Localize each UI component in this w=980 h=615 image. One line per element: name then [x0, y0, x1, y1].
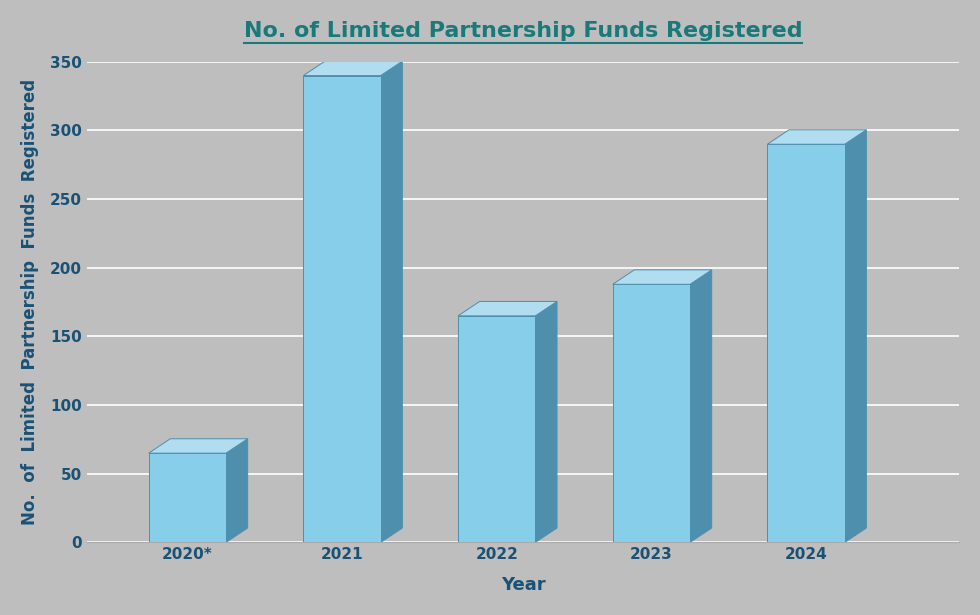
- Polygon shape: [226, 438, 248, 542]
- Polygon shape: [149, 438, 248, 453]
- Bar: [458, 316, 535, 542]
- Polygon shape: [380, 61, 403, 542]
- Bar: [149, 453, 226, 542]
- Polygon shape: [690, 270, 711, 542]
- Polygon shape: [845, 130, 866, 542]
- Bar: [304, 76, 380, 542]
- Bar: [767, 145, 845, 542]
- Polygon shape: [535, 301, 557, 542]
- X-axis label: Year: Year: [501, 576, 545, 594]
- Polygon shape: [612, 270, 711, 284]
- Title: No. of Limited Partnership Funds Registered: No. of Limited Partnership Funds Registe…: [244, 21, 803, 41]
- Polygon shape: [304, 61, 403, 76]
- Polygon shape: [767, 130, 866, 145]
- Bar: [612, 284, 690, 542]
- Polygon shape: [458, 301, 557, 316]
- Y-axis label: No.  of  Limited  Partnership  Funds  Registered: No. of Limited Partnership Funds Registe…: [21, 79, 39, 525]
